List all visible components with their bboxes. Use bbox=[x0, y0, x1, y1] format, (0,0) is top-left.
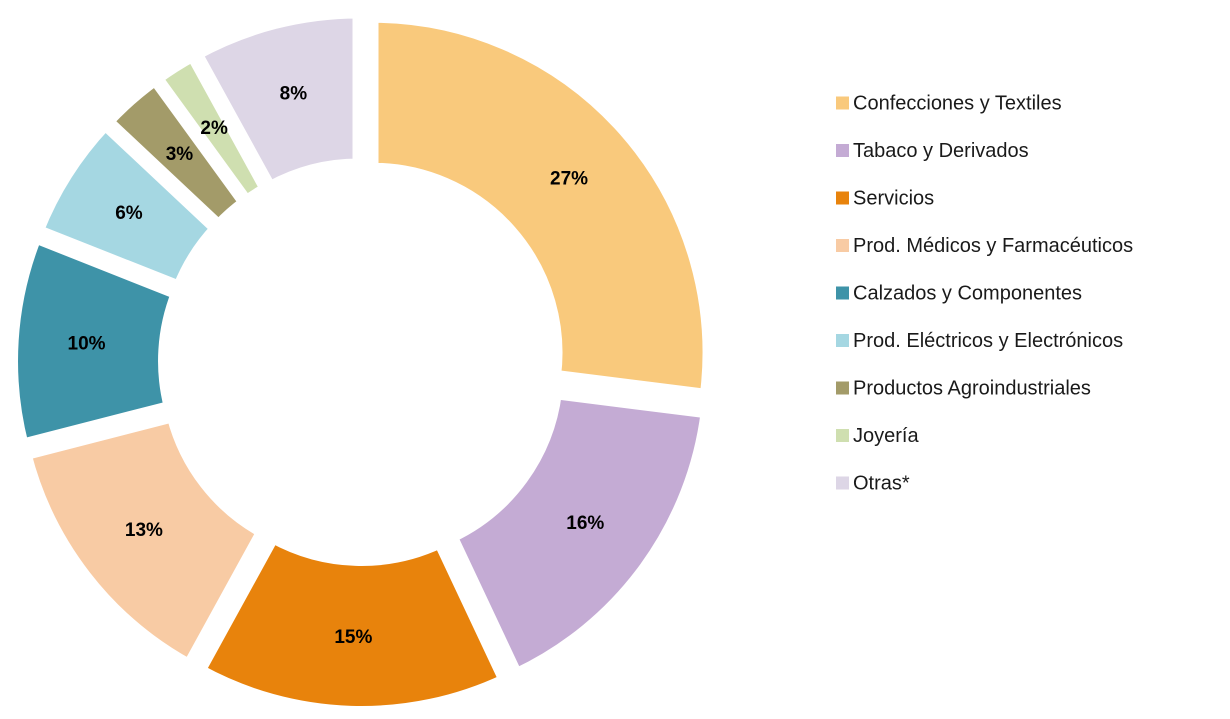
data-label: 3% bbox=[166, 144, 194, 165]
data-label: 8% bbox=[280, 84, 308, 105]
legend-swatch bbox=[836, 429, 849, 442]
legend-label: Tabaco y Derivados bbox=[853, 140, 1029, 162]
legend-label: Prod. Médicos y Farmacéuticos bbox=[853, 235, 1133, 257]
donut-slice bbox=[18, 409, 271, 674]
legend-label: Productos Agroindustriales bbox=[853, 377, 1091, 399]
data-label: 2% bbox=[200, 118, 228, 139]
legend-swatch bbox=[836, 96, 849, 110]
donut-slice bbox=[188, 6, 365, 196]
legend-label: Servicios bbox=[853, 187, 934, 209]
legend-swatch bbox=[836, 476, 849, 490]
donut-slice bbox=[443, 386, 714, 683]
data-label: 16% bbox=[566, 513, 604, 534]
data-label: 6% bbox=[115, 203, 143, 224]
legend-label: Joyería bbox=[853, 425, 919, 447]
legend-label: Calzados y Componentes bbox=[853, 282, 1082, 304]
data-label: 13% bbox=[125, 520, 163, 541]
legend-label: Prod. Eléctricos y Electrónicos bbox=[853, 330, 1123, 352]
data-label: 27% bbox=[550, 168, 588, 189]
data-label: 10% bbox=[68, 334, 106, 355]
legend-swatch bbox=[836, 191, 849, 205]
legend-label: Otras* bbox=[853, 472, 910, 494]
legend-label: Confecciones y Textiles bbox=[853, 92, 1062, 114]
legend-swatch bbox=[836, 144, 849, 157]
data-label: 15% bbox=[334, 627, 372, 648]
donut-slice bbox=[366, 10, 715, 402]
donut-slice bbox=[6, 229, 185, 452]
donut-slice bbox=[191, 529, 513, 718]
legend-swatch bbox=[836, 334, 849, 347]
legend-swatch bbox=[836, 239, 849, 252]
legend-swatch bbox=[836, 286, 849, 300]
legend-swatch bbox=[836, 381, 849, 395]
